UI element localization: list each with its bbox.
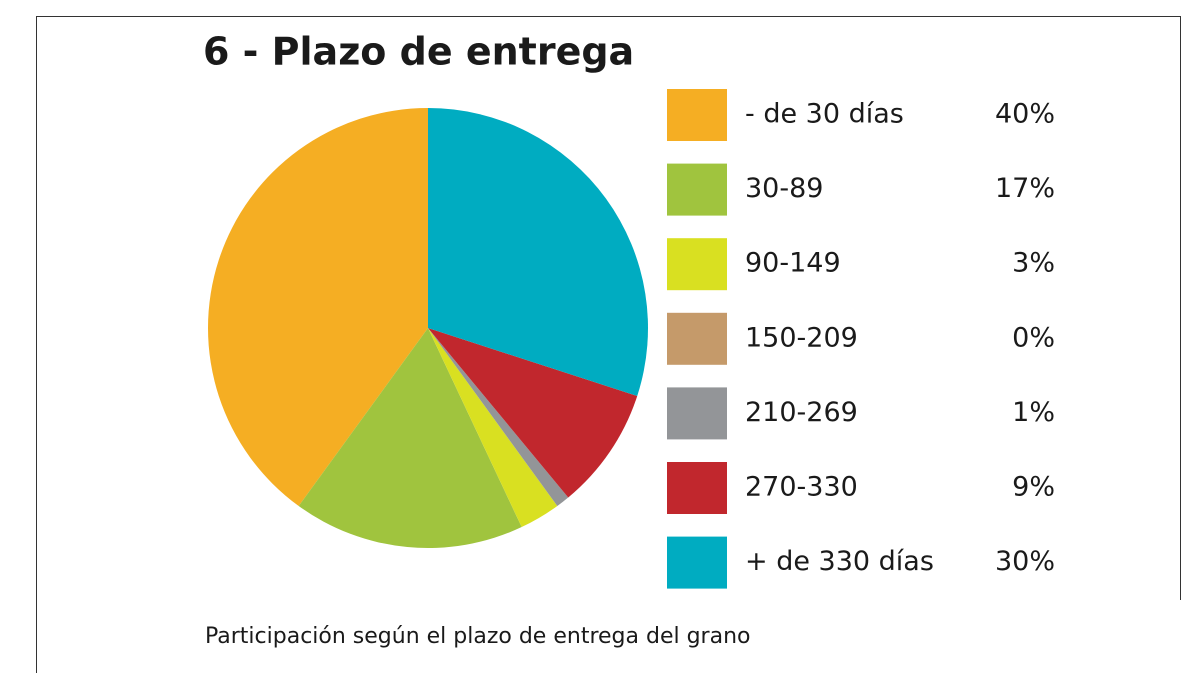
legend-label: 210-269 <box>745 397 858 428</box>
value-label: 0% <box>1012 322 1055 353</box>
legend-swatch <box>667 89 727 141</box>
legend-label: 30-89 <box>745 173 823 204</box>
caption: Participación según el plazo de entrega … <box>205 624 750 649</box>
legend-label: 150-209 <box>745 322 858 353</box>
value-label: 17% <box>995 173 1055 204</box>
legend-swatch <box>667 462 727 514</box>
legend-label: 270-330 <box>745 472 858 503</box>
legend-swatch <box>667 312 727 365</box>
legend-label: + de 330 días <box>745 546 934 577</box>
value-label: 1% <box>1012 397 1055 428</box>
value-label: 3% <box>1012 248 1055 279</box>
pie-slice <box>298 328 522 548</box>
chart-title: 6 - Plazo de entrega <box>203 30 634 74</box>
pie-slice <box>428 328 558 528</box>
legend-swatch <box>667 536 727 589</box>
frame <box>36 16 1181 673</box>
pie-slice <box>208 108 428 506</box>
legend-label: 90-149 <box>745 248 841 279</box>
pie-slice <box>428 328 569 506</box>
pie-slice <box>428 108 648 396</box>
legend-label: - de 30 días <box>745 99 904 130</box>
legend-swatch <box>667 163 727 216</box>
pie-slice <box>428 328 638 498</box>
value-label: 40% <box>995 99 1055 130</box>
legend-swatch <box>667 387 727 440</box>
value-label: 9% <box>1012 472 1055 503</box>
value-label: 30% <box>995 546 1055 577</box>
legend-swatch <box>667 238 727 291</box>
